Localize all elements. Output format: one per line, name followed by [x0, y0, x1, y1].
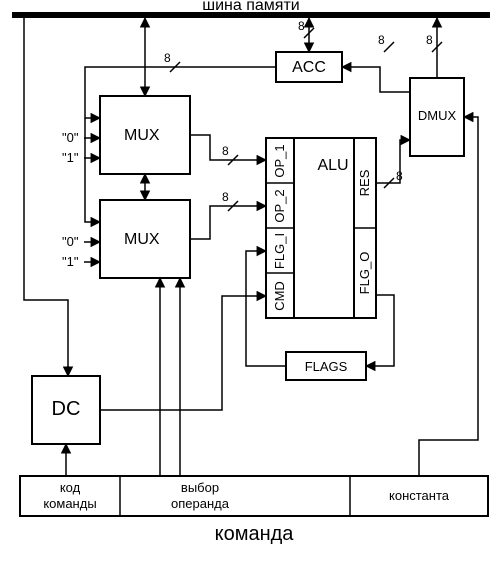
alu-port-op1: OP_1	[272, 144, 287, 177]
buslabel-op2: 8	[222, 190, 229, 204]
title-bottom: команда	[215, 523, 295, 545]
buslabel-acc-mux1: 8	[164, 51, 171, 65]
wire-acc-mux2	[85, 118, 100, 222]
dc-label: DC	[52, 398, 81, 420]
wire-res-dmux	[376, 140, 410, 183]
wire-const-dmux	[419, 117, 478, 476]
zero-label-mux1: "0"	[62, 130, 79, 145]
alu-port-flgo: FLG_O	[357, 252, 372, 295]
alu-label: ALU	[317, 157, 348, 174]
zero-label-mux2: "0"	[62, 234, 79, 249]
mux1-label: MUX	[124, 127, 160, 144]
cmd-col-opcode-l2: команды	[43, 496, 96, 511]
cmd-col-operand-l2: операнда	[171, 496, 230, 511]
alu-port-res: RES	[357, 169, 372, 196]
cmd-col-operand-l1: выбор	[181, 480, 219, 495]
title-top: шина памяти	[202, 0, 299, 14]
buslabel-res: 8	[396, 169, 403, 183]
wire-dmux-acc	[342, 67, 410, 92]
alu-port-cmd: CMD	[272, 281, 287, 311]
dmux-label: DMUX	[418, 108, 457, 123]
one-label-mux1: "1"	[62, 150, 79, 165]
wire-leftbus-down	[24, 18, 68, 376]
flags-label: FLAGS	[305, 359, 348, 374]
one-label-mux2: "1"	[62, 254, 79, 269]
alu-port-op2: OP_2	[272, 189, 287, 222]
mux2-label: MUX	[124, 231, 160, 248]
acc-label: ACC	[292, 59, 326, 76]
buslabel-dmux-bus: 8	[426, 33, 433, 47]
cmd-col-const: константа	[389, 488, 450, 503]
wire-dc-cmd	[100, 296, 266, 410]
cmd-col-opcode-l1: код	[60, 480, 81, 495]
buslabel-op1: 8	[222, 144, 229, 158]
buslabel-acc-bus: 8	[298, 19, 305, 33]
alu-port-flgi: FLG_I	[272, 233, 287, 269]
buslabel-dmux-acc: 8	[378, 33, 385, 47]
